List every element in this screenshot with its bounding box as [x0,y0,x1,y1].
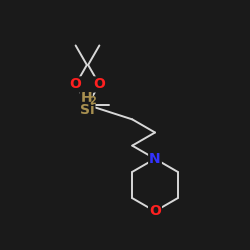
Text: O: O [149,204,161,218]
Text: 2: 2 [89,96,96,106]
Text: H: H [80,91,92,105]
Text: O: O [94,78,105,92]
Text: O: O [70,78,82,92]
Text: Si: Si [80,102,95,117]
Text: N: N [149,152,161,166]
